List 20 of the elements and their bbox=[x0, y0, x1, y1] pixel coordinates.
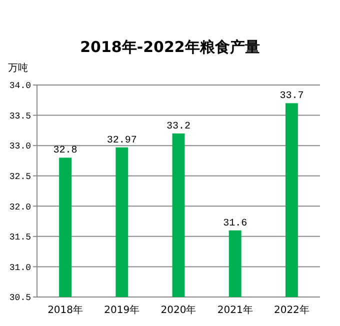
data-label: 31.6 bbox=[223, 218, 248, 230]
x-tick-label: 2022年 bbox=[274, 304, 310, 316]
x-tick-label: 2018年 bbox=[48, 304, 84, 316]
y-tick-label: 33.5 bbox=[9, 111, 31, 122]
y-tick-label: 33.0 bbox=[9, 142, 31, 152]
chart-title: 2018年-2022年粮食产量 bbox=[80, 38, 260, 56]
x-tick-label: 2019年 bbox=[104, 304, 140, 316]
y-tick-label: 32.0 bbox=[9, 202, 31, 212]
y-axis-title: 万吨 bbox=[8, 62, 28, 74]
x-tick-label: 2021年 bbox=[217, 304, 253, 316]
data-label: 32.8 bbox=[53, 146, 78, 157]
data-label: 33.7 bbox=[280, 91, 304, 102]
y-tick-label: 34.0 bbox=[9, 81, 31, 92]
y-tick-label: 31.5 bbox=[9, 232, 31, 243]
y-tick-label: 30.5 bbox=[9, 293, 31, 304]
y-tick-label: 32.5 bbox=[9, 172, 31, 182]
y-tick-label: 31.0 bbox=[9, 262, 31, 273]
data-label: 33.2 bbox=[166, 121, 191, 132]
x-tick-label: 2020年 bbox=[160, 304, 196, 316]
data-label: 32.97 bbox=[106, 135, 137, 146]
